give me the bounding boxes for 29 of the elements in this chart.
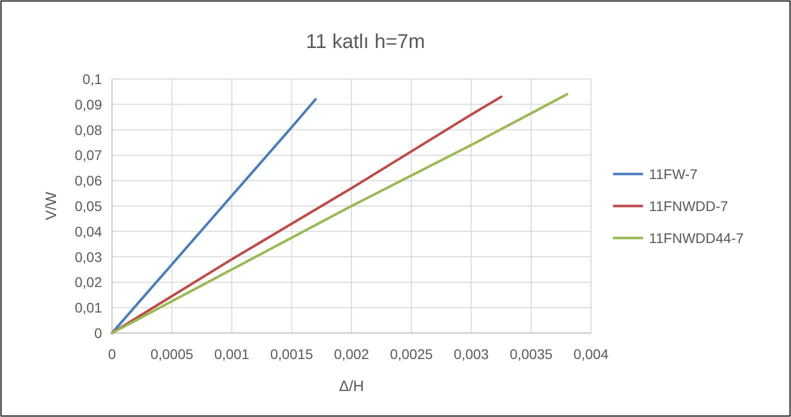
x-tick-label: 0,0025 — [390, 346, 433, 362]
y-tick-label: 0,03 — [74, 248, 102, 265]
y-tick-label: 0,05 — [74, 198, 102, 214]
x-tick-label: 0,001 — [214, 346, 250, 362]
x-tick-label: 0,003 — [454, 346, 489, 362]
y-tick-label: 0,06 — [74, 172, 102, 189]
x-tick-label: 0,0015 — [270, 346, 314, 362]
chart-title: 11 katlı h=7m — [306, 31, 426, 53]
line-series — [110, 98, 317, 334]
legend-label: 11FNWDD-7 — [649, 198, 728, 214]
y-tick-label: 0,04 — [74, 223, 102, 240]
y-tick-label: 0,09 — [74, 96, 102, 112]
legend-label: 11FW-7 — [649, 166, 698, 182]
y-axis-title: V/W — [43, 191, 60, 220]
y-tick-label: 0,08 — [74, 122, 102, 138]
x-tick-label: 0,0005 — [150, 346, 194, 362]
y-tick-label: 0 — [94, 325, 102, 341]
x-tick-label: 0,002 — [334, 346, 370, 362]
x-tick-label: 0,004 — [573, 346, 609, 362]
y-tick-label: 0,01 — [74, 300, 102, 316]
y-tick-label: 0,07 — [74, 147, 102, 164]
x-tick-label: 0 — [108, 346, 116, 362]
line-series — [110, 92, 568, 334]
x-axis-title: Δ/H — [338, 378, 364, 395]
line-series — [110, 96, 502, 334]
legend-label: 11FNWDD44-7 — [649, 230, 744, 246]
y-tick-label: 0,02 — [74, 274, 102, 290]
x-tick-label: 0,0035 — [510, 346, 553, 362]
y-tick-label: 0,1 — [82, 71, 102, 87]
